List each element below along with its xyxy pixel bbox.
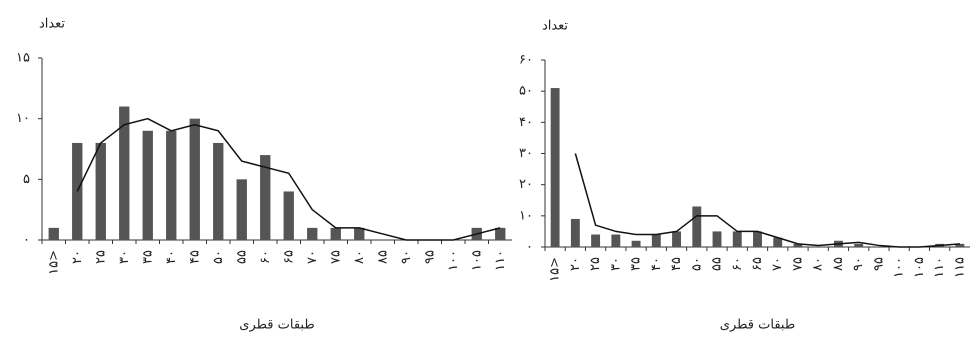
x-axis-label: طبقات قطری — [720, 318, 795, 333]
x-tick-label: ۸۵ — [831, 257, 846, 271]
bar — [793, 243, 803, 247]
bar — [692, 206, 702, 247]
x-tick-label: ۱۰۰ — [446, 250, 461, 271]
x-tick-label: ۸۵ — [375, 250, 390, 264]
bar — [712, 231, 722, 247]
y-tick-label: ۳۰ — [519, 146, 533, 161]
x-tick-label: ۱۰۰ — [892, 257, 907, 278]
x-tick-label: ۴۵ — [187, 250, 202, 264]
bar — [591, 234, 601, 247]
bar — [330, 227, 341, 240]
x-tick-label: ۷۵ — [790, 257, 805, 271]
x-tick-label: ۱۵> — [548, 257, 563, 282]
x-tick-label: ۵۵ — [234, 250, 249, 264]
x-tick-label: ۲۵ — [93, 250, 108, 264]
x-tick-label: ۲۵ — [588, 257, 603, 271]
x-tick-label: ۸۰ — [352, 250, 367, 264]
bar — [672, 231, 681, 247]
x-tick-label: ۳۰ — [608, 257, 623, 271]
x-tick-label: ۶۰ — [258, 250, 273, 264]
bar — [236, 179, 247, 240]
y-axis-label: تعداد — [39, 17, 65, 32]
x-tick-label: ۹۰ — [851, 257, 866, 271]
bar — [854, 243, 864, 247]
x-tick-label: ۳۵ — [629, 257, 644, 271]
x-tick-label: ۴۰ — [164, 250, 179, 264]
x-tick-label: ۹۵ — [422, 250, 437, 264]
bar — [570, 218, 580, 247]
x-tick-label: ۳۵ — [140, 250, 155, 264]
bar — [189, 118, 200, 240]
y-tick-label: ۰ — [23, 233, 30, 248]
y-axis-label: تعداد — [542, 19, 568, 34]
y-tick-label: ۶۰ — [519, 53, 533, 68]
x-tick-label: ۱۱۰ — [493, 250, 508, 271]
bar — [550, 88, 560, 247]
x-tick-label: ۳۰ — [117, 250, 132, 264]
bar — [651, 234, 661, 247]
bar — [48, 227, 59, 240]
x-tick-label: ۱۰۵ — [469, 250, 484, 271]
x-tick-label: ۶۰ — [730, 257, 745, 271]
bar — [955, 243, 965, 247]
bar — [166, 130, 177, 240]
x-tick-label: ۲۰ — [568, 257, 583, 271]
x-tick-label: ۱۱۰ — [932, 257, 947, 278]
bar — [631, 240, 641, 247]
bar — [773, 237, 783, 247]
bar — [283, 191, 294, 240]
bar — [142, 130, 153, 240]
x-tick-label: ۷۰ — [305, 250, 320, 264]
x-tick-label: ۲۰ — [70, 250, 85, 264]
trend-line — [76, 117, 501, 241]
x-axis-label: طبقات قطری — [239, 318, 314, 333]
x-tick-label: ۱۰۵ — [912, 257, 927, 278]
x-tick-label: ۶۵ — [281, 250, 296, 264]
y-tick-label: ۲۰ — [519, 177, 533, 192]
y-tick-label: ۴۰ — [519, 115, 533, 130]
x-tick-label: ۶۵ — [750, 257, 765, 271]
bar — [307, 227, 318, 240]
bar — [732, 231, 742, 247]
x-tick-label: ۵۰ — [689, 257, 704, 271]
x-tick-label: ۹۰ — [399, 250, 414, 264]
x-tick-label: ۵۵ — [710, 257, 725, 271]
bar — [753, 231, 762, 247]
y-tick-label: ۱۰ — [519, 208, 533, 223]
y-tick-label: ۱۵ — [16, 51, 30, 66]
bar — [354, 227, 365, 240]
bar — [95, 142, 106, 240]
x-tick-label: ۴۰ — [649, 257, 664, 271]
bar — [213, 142, 224, 240]
y-tick-label: ۵ — [23, 172, 30, 187]
x-tick-label: ۱۵> — [46, 250, 61, 275]
bar — [119, 106, 130, 241]
x-tick-label: ۷۵ — [328, 250, 343, 264]
x-tick-label: ۱۱۵ — [952, 257, 967, 278]
y-tick-label: ۰ — [526, 240, 533, 255]
bar — [495, 227, 506, 240]
x-tick-label: ۵۰ — [211, 250, 226, 264]
y-tick-label: ۱۰ — [16, 111, 30, 126]
x-tick-label: ۴۵ — [669, 257, 684, 271]
x-tick-label: ۸۰ — [811, 257, 826, 271]
x-tick-label: ۹۵ — [871, 257, 886, 271]
trend-line — [574, 153, 960, 248]
bar — [260, 155, 271, 240]
y-tick-label: ۵۰ — [519, 84, 533, 99]
bar — [611, 234, 621, 247]
x-tick-label: ۷۰ — [770, 257, 785, 271]
bar — [72, 142, 83, 240]
